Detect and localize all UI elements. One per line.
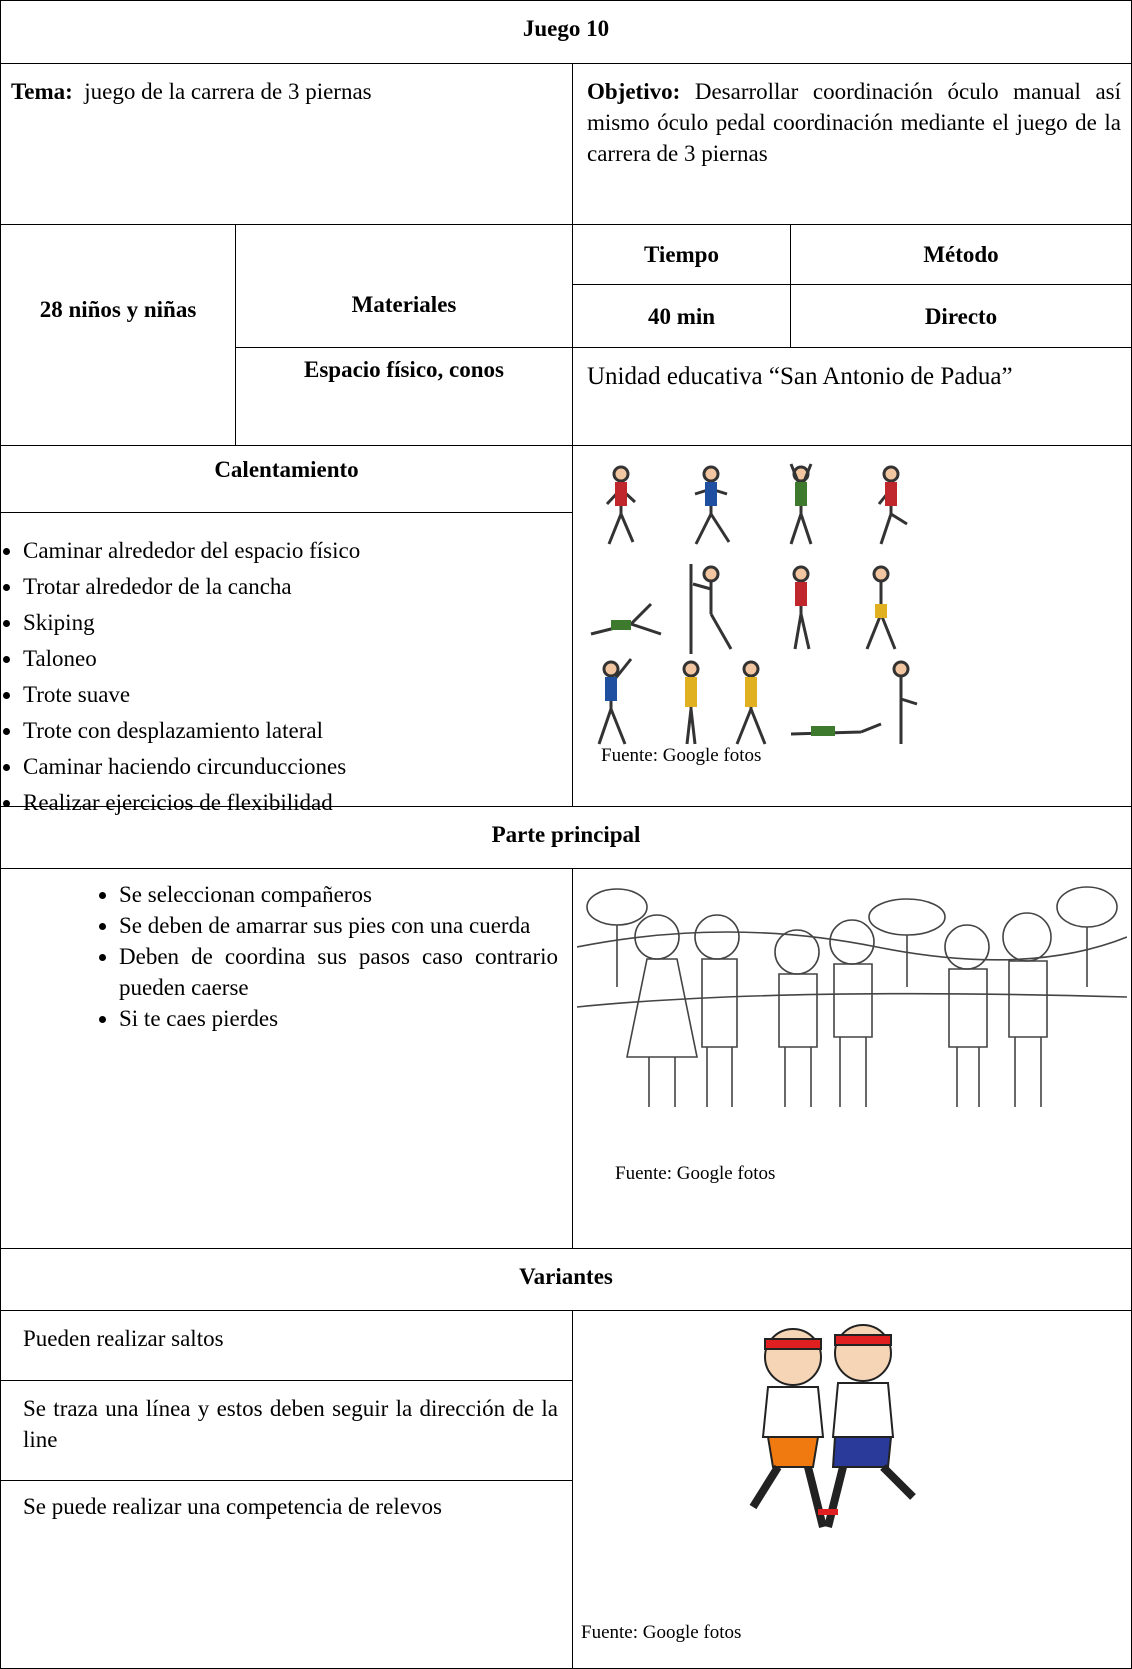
source: Fuente: Google fotos bbox=[581, 1622, 742, 1643]
parte-principal-list: Se seleccionan compañeros Se deben de am… bbox=[1, 879, 558, 1034]
tiempo-label: Tiempo bbox=[572, 224, 791, 285]
warmup-illustration bbox=[590, 463, 918, 745]
item: Si te caes pierdes bbox=[119, 1003, 558, 1034]
objetivo-cell: Objetivo: Desarrollar coordinación óculo… bbox=[572, 63, 1132, 225]
item: Taloneo bbox=[23, 641, 572, 677]
calentamiento-title: Calentamiento bbox=[0, 445, 573, 513]
calentamiento-list: Caminar alrededor del espacio físico Tro… bbox=[23, 533, 572, 821]
tiempo-value: 40 min bbox=[572, 284, 791, 348]
calentamiento-list-cell: Caminar alrededor del espacio físico Tro… bbox=[0, 512, 573, 815]
item: Se seleccionan compañeros bbox=[119, 879, 558, 910]
item: Se deben de amarrar sus pies con una cue… bbox=[119, 910, 558, 941]
item: Skiping bbox=[23, 605, 572, 641]
variante: Pueden realizar saltos bbox=[0, 1310, 573, 1381]
source: Fuente: Google fotos bbox=[615, 1163, 776, 1184]
materiales-label: Materiales bbox=[235, 224, 573, 348]
kids-illustration bbox=[577, 886, 1127, 1107]
parte-principal-list-cell: Se seleccionan compañeros Se deben de am… bbox=[0, 868, 573, 1249]
variantes-image-cell: Fuente: Google fotos bbox=[572, 1310, 1132, 1669]
item: Deben de coordina sus pasos caso contrar… bbox=[119, 941, 558, 1003]
lugar: Unidad educativa “San Antonio de Padua” bbox=[572, 347, 1132, 446]
item: Realizar ejercicios de flexibilidad bbox=[23, 785, 572, 821]
source: Fuente: Google fotos bbox=[601, 745, 762, 766]
materiales-text: Espacio físico, conos bbox=[235, 347, 573, 446]
tema-label: Tema: bbox=[11, 79, 73, 104]
three-legged-race-illustration bbox=[749, 1324, 916, 1528]
item: Trote con desplazamiento lateral bbox=[23, 713, 572, 749]
tema-cell: Tema: juego de la carrera de 3 piernas bbox=[0, 63, 573, 225]
tema-text: juego de la carrera de 3 piernas bbox=[84, 79, 372, 104]
participantes: 28 niños y niñas bbox=[0, 224, 236, 446]
item: Trote suave bbox=[23, 677, 572, 713]
objetivo-label: Objetivo: bbox=[587, 79, 681, 104]
calentamiento-image-cell: Fuente: Google fotos bbox=[572, 445, 1132, 807]
parte-principal-title: Parte principal bbox=[0, 806, 1132, 869]
variante: Se traza una línea y estos deben seguir … bbox=[0, 1380, 573, 1481]
title: Juego 10 bbox=[0, 0, 1132, 64]
variantes-title: Variantes bbox=[0, 1248, 1132, 1311]
metodo-label: Método bbox=[790, 224, 1132, 285]
variante: Se puede realizar una competencia de rel… bbox=[0, 1480, 573, 1669]
parte-principal-image-cell: Fuente: Google fotos bbox=[572, 868, 1132, 1249]
item: Trotar alrededor de la cancha bbox=[23, 569, 572, 605]
item: Caminar haciendo circunducciones bbox=[23, 749, 572, 785]
item: Caminar alrededor del espacio físico bbox=[23, 533, 572, 569]
metodo-value: Directo bbox=[790, 284, 1132, 348]
objetivo-text: Desarrollar coordinación óculo manual as… bbox=[587, 79, 1121, 166]
